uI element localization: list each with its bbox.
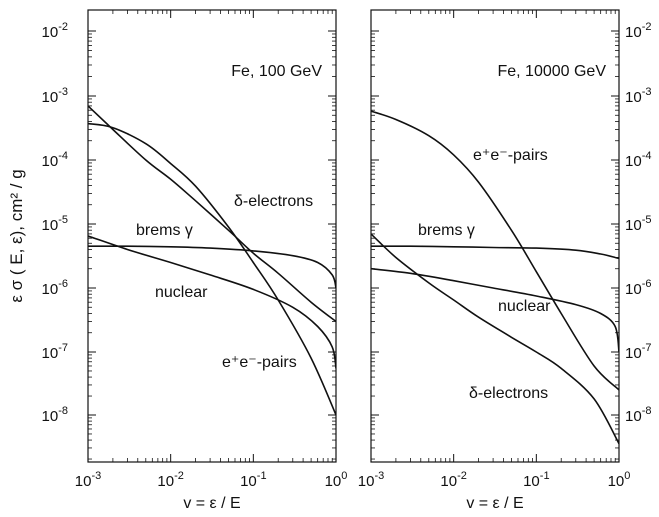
- plot-area: 10-210-310-410-510-610-710-810-3 10-2 10-1…: [42, 9, 651, 512]
- y-tick-label-exponent: -8: [642, 405, 652, 417]
- y-tick-label-exponent: -5: [642, 214, 652, 226]
- x-tick-label-exponent: -2: [457, 470, 467, 482]
- series-line-δ-electrons: [88, 105, 336, 323]
- x-tick-label-base: 10: [523, 473, 540, 490]
- y-tick-label-base: 10: [42, 89, 59, 106]
- panel-2-series: [371, 110, 619, 445]
- y-tick-label-base: 10: [42, 217, 59, 234]
- y-tick-label-exponent: -5: [58, 214, 68, 226]
- panel-2-x-axis-label: v = ε / E: [466, 495, 523, 512]
- y-tick-label-exponent: -2: [58, 21, 68, 33]
- y-tick-label-exponent: -4: [642, 150, 652, 162]
- series-label: nuclear: [155, 284, 208, 301]
- x-tick-label: 100: [325, 470, 348, 490]
- y-tick-label-exponent: -7: [58, 342, 68, 354]
- series-line-nuclear: [371, 267, 619, 353]
- panel-2-x-axis: 10-3 10-2 10-1 100: [358, 10, 631, 490]
- y-tick-label: 10-3: [625, 86, 651, 106]
- y-tick-label-base: 10: [625, 217, 642, 234]
- series-label: δ-electrons: [469, 385, 548, 402]
- x-tick-label-exponent: 0: [624, 470, 630, 482]
- x-tick-label-exponent: -3: [374, 470, 384, 482]
- panel-1-x-axis-label: v = ε / E: [183, 495, 240, 512]
- y-tick-label: 10-8: [42, 405, 68, 425]
- y-tick-label: 10-5: [42, 214, 68, 234]
- panel-2-y-axis: 10-210-310-410-510-610-710-8: [371, 21, 651, 460]
- y-tick-label: 10-5: [625, 214, 651, 234]
- panel-1-annotation: Fe, 100 GeV: [231, 63, 322, 80]
- x-tick-label-base: 10: [608, 473, 625, 490]
- y-tick-label-exponent: -6: [642, 278, 652, 290]
- y-tick-label: 10-2: [625, 21, 651, 41]
- x-tick-label: 10-2: [440, 470, 466, 490]
- y-tick-label-base: 10: [625, 345, 642, 362]
- x-tick-label: 10-1: [523, 470, 549, 490]
- y-tick-label-base: 10: [625, 153, 642, 170]
- y-tick-label-exponent: -3: [58, 86, 68, 98]
- y-tick-label-base: 10: [625, 24, 642, 41]
- y-tick-label-exponent: -4: [58, 150, 68, 162]
- y-tick-label: 10-2: [42, 21, 68, 41]
- x-tick-label: 10-2: [157, 470, 183, 490]
- y-tick-label-exponent: -8: [58, 405, 68, 417]
- panel-2-frame: [370, 9, 620, 463]
- series-label: e⁺e⁻-pairs: [473, 147, 548, 164]
- series-label: brems γ: [136, 222, 193, 239]
- y-tick-label: 10-4: [625, 150, 651, 170]
- series-label: δ-electrons: [234, 193, 313, 210]
- y-tick-label: 10-4: [42, 150, 68, 170]
- panel-2-annotation: Fe, 10000 GeV: [497, 63, 606, 80]
- x-tick-label-base: 10: [440, 473, 457, 490]
- y-tick-label-base: 10: [42, 281, 59, 298]
- y-tick-label-base: 10: [42, 345, 59, 362]
- panel-1-x-axis: 10-3 10-2 10-1 100: [75, 10, 348, 490]
- x-tick-label-exponent: 0: [341, 470, 347, 482]
- x-tick-label-exponent: -2: [174, 470, 184, 482]
- x-tick-label-base: 10: [157, 473, 174, 490]
- x-tick-label-exponent: -1: [540, 470, 550, 482]
- y-tick-label-base: 10: [625, 281, 642, 298]
- y-tick-label-exponent: -7: [642, 342, 652, 354]
- y-tick-label-exponent: -3: [642, 86, 652, 98]
- series-line-δ-electrons: [371, 233, 619, 445]
- x-tick-label: 10-3: [75, 470, 101, 490]
- y-tick-label: 10-8: [625, 405, 651, 425]
- x-tick-label-base: 10: [75, 473, 92, 490]
- y-tick-label: 10-7: [625, 342, 651, 362]
- x-tick-label-base: 10: [240, 473, 257, 490]
- y-tick-label-base: 10: [42, 24, 59, 41]
- y-tick-label: 10-3: [42, 86, 68, 106]
- x-tick-label-base: 10: [358, 473, 375, 490]
- series-line-nuclear: [88, 235, 336, 369]
- series-line-e⁺e⁻-pairs: [371, 110, 619, 391]
- series-label: brems γ: [418, 222, 475, 239]
- panel-1: 10-210-310-410-510-610-710-810-3 10-2 10-1…: [42, 9, 348, 512]
- series-label: nuclear: [498, 298, 551, 315]
- y-tick-label-exponent: -2: [642, 21, 652, 33]
- y-tick-label-base: 10: [42, 153, 59, 170]
- panel-1-series: [88, 105, 336, 416]
- x-tick-label: 10-1: [240, 470, 266, 490]
- panel-1-y-axis: 10-210-310-410-510-610-710-8: [42, 21, 336, 460]
- y-tick-label: 10-6: [42, 278, 68, 298]
- x-tick-label-exponent: -3: [91, 470, 101, 482]
- series-line-brems γ: [88, 245, 336, 289]
- x-tick-label-exponent: -1: [257, 470, 267, 482]
- series-line-brems γ: [371, 245, 619, 260]
- x-tick-label: 100: [608, 470, 631, 490]
- y-tick-label-base: 10: [625, 408, 642, 425]
- y-tick-label-exponent: -6: [58, 278, 68, 290]
- y-tick-label: 10-6: [625, 278, 651, 298]
- y-tick-label-base: 10: [625, 89, 642, 106]
- x-tick-label: 10-3: [358, 470, 384, 490]
- x-tick-label-base: 10: [325, 473, 342, 490]
- series-label: e⁺e⁻-pairs: [222, 354, 297, 371]
- y-axis-label: ε σ ( E, ε), cm² / g: [7, 169, 26, 302]
- series-line-e⁺e⁻-pairs: [88, 122, 336, 416]
- panel-2: 10-210-310-410-510-610-710-810-3 10-2 10-1…: [358, 9, 651, 512]
- y-tick-label-base: 10: [42, 408, 59, 425]
- y-tick-label: 10-7: [42, 342, 68, 362]
